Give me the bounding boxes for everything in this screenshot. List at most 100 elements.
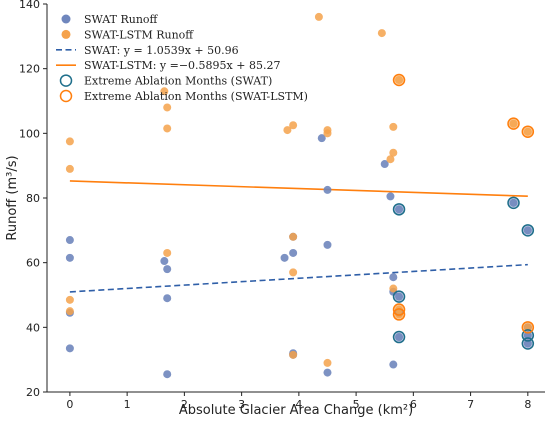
lstm-runoff-point [289,121,298,130]
swat-runoff-point [395,292,404,301]
swat-runoff-point [160,257,169,266]
y-tick-label: 60 [26,257,40,270]
swat-runoff-point [523,226,532,235]
y-tick-label: 120 [19,63,40,76]
legend-label-extreme-lstm: Extreme Ablation Months (SWAT-LSTM) [84,90,308,103]
swat-runoff-point [65,236,74,245]
swat-runoff-point [395,205,404,214]
extreme-swat-ring [392,290,406,303]
lstm-runoff-point [389,148,398,157]
x-axis-title: Absolute Glacier Area Change (km²) [179,403,413,418]
extreme-swat-ring [507,196,520,210]
y-tick-label: 80 [26,192,40,205]
y-tick-label: 20 [26,386,40,399]
lstm-runoff-point [377,29,386,38]
x-tick-label: 2 [181,398,188,411]
legend-item-lstm-fit: SWAT-LSTM: y =−0.5895x + 85.27 [56,59,280,72]
swat-runoff-point [523,339,532,348]
lstm-runoff-point [386,155,395,164]
legend-item-swat-fit: SWAT: y = 1.0539x + 50.96 [56,44,239,57]
lstm-runoff-point [389,284,398,293]
legend-label-swat-fit: SWAT: y = 1.0539x + 50.96 [84,44,239,57]
y-ticks: 20 40 60 80 100 120 140 [19,0,47,399]
swat-runoff-point [523,331,532,340]
swat-runoff-point [163,370,172,379]
y-tick-label: 140 [19,0,40,11]
swat-runoff-point [65,253,74,262]
lstm-runoff-point [65,295,74,304]
swat-runoff-point [509,198,518,207]
swat-runoff-point [289,248,298,257]
swat-runoff-point [380,160,389,169]
swat-runoff-point [389,273,398,282]
swat-runoff-point [163,265,172,274]
lstm-runoff-point [389,122,398,131]
swat-runoff-point [395,333,404,342]
swat-runoff-point [317,134,326,143]
lstm-runoff-point [523,323,532,332]
extreme-swat-ring [521,337,535,350]
lstm-runoff-point [283,126,292,135]
legend-marker-swat-runoff [61,14,71,24]
points-layer [65,12,535,379]
lstm-runoff-point [523,127,532,136]
legend-item-lstm-runoff: SWAT-LSTM Runoff [61,28,194,41]
extreme-lstm-ring [392,308,406,321]
x-tick-label: 7 [467,398,474,411]
legend-item-extreme-lstm: Extreme Ablation Months (SWAT-LSTM) [59,89,308,103]
extreme-swat-ring [521,329,535,342]
extreme-lstm-ring [392,303,406,316]
y-axis-title: Runoff (m³/s) [5,155,20,240]
swat-runoff-point [386,192,395,201]
legend-item-extreme-swat: Extreme Ablation Months (SWAT) [59,74,272,88]
legend-marker-extreme-swat [59,74,73,87]
lstm-runoff-point [289,350,298,359]
swat-runoff-point [163,294,172,303]
lstm-runoff-point [65,137,74,146]
legend: SWAT Runoff SWAT-LSTM Runoff SWAT: y = 1… [56,13,308,103]
extreme-swat-ring [521,224,535,237]
lstm-runoff-point [163,248,172,257]
extreme-swat-ring [392,330,406,344]
x-tick-label: 5 [353,398,360,411]
lstm-runoff-point [323,358,332,367]
legend-marker-extreme-lstm [59,89,73,103]
lstm-runoff-point [509,119,518,128]
y-tick-label: 40 [26,321,40,334]
legend-label-swat-runoff: SWAT Runoff [84,13,159,26]
extreme-lstm-ring [507,117,520,130]
swat-runoff-point [323,240,332,249]
lstm-runoff-point [163,124,172,133]
lstm-runoff-point [65,164,74,173]
swat-runoff-point [65,344,74,353]
legend-marker-lstm-runoff [61,29,71,39]
lstm-runoff-point [395,75,404,84]
swat-runoff-point [323,368,332,377]
swat-trend-line [69,263,528,293]
lstm-runoff-point [289,232,298,241]
swat-runoff-point [280,253,289,262]
lstm-runoff-point [289,268,298,277]
lstm-runoff-point [65,307,74,316]
legend-label-extreme-swat: Extreme Ablation Months (SWAT) [84,75,272,88]
x-tick-label: 8 [524,398,531,411]
extreme-swat-ring [392,203,406,216]
extreme-lstm-ring [392,73,406,87]
legend-label-lstm-runoff: SWAT-LSTM Runoff [84,28,194,41]
lstm-runoff-point [160,87,169,96]
extreme-lstm-ring [521,321,535,334]
lstm-runoff-point [314,12,323,21]
y-tick-label: 100 [19,127,40,140]
x-ticks: 0 1 2 3 4 5 6 7 8 [66,392,531,411]
trend-lines [69,180,528,293]
legend-label-lstm-fit: SWAT-LSTM: y =−0.5895x + 85.27 [84,59,280,72]
swat-runoff-point [323,185,332,194]
x-tick-label: 0 [66,398,73,411]
legend-item-swat-runoff: SWAT Runoff [61,13,159,26]
x-tick-label: 6 [410,398,417,411]
swat-runoff-point [389,360,398,369]
x-tick-label: 4 [295,398,302,411]
x-tick-label: 3 [238,398,245,411]
lstm-trend-line [69,180,528,198]
